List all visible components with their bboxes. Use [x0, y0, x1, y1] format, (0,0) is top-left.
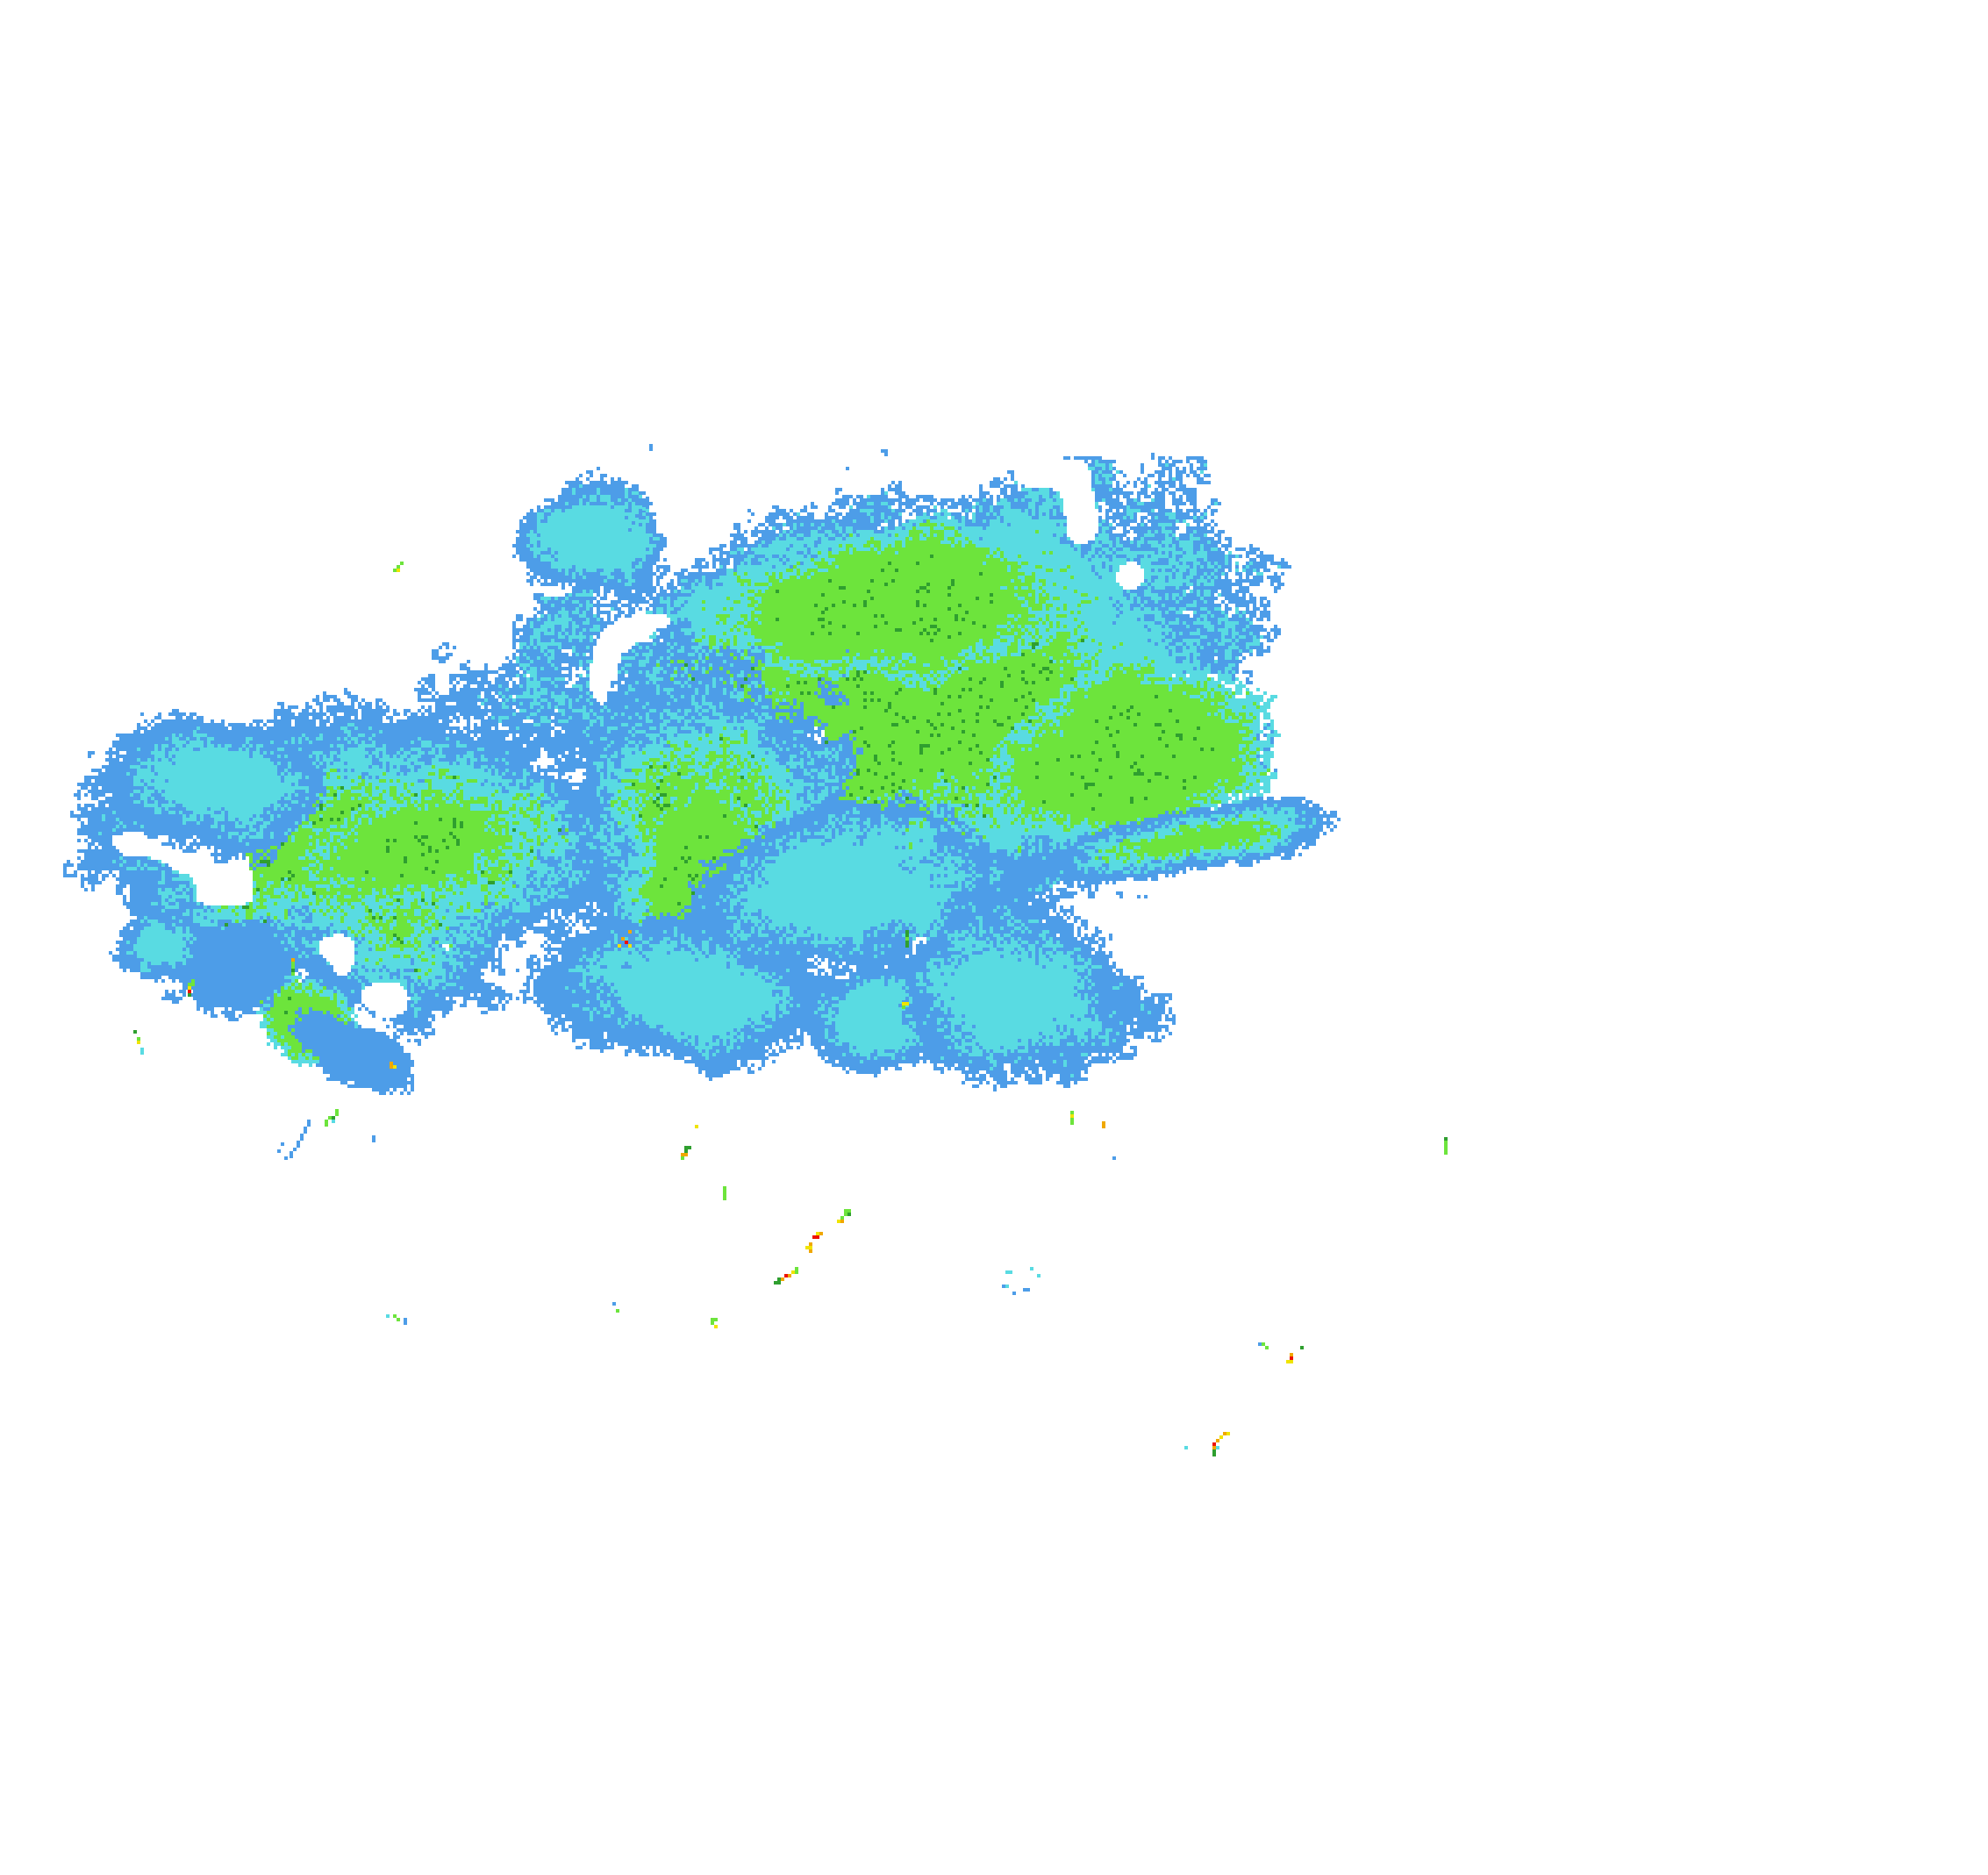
radar-precipitation-layer: [0, 0, 1988, 1875]
radar-map-stage: [0, 0, 1988, 1875]
